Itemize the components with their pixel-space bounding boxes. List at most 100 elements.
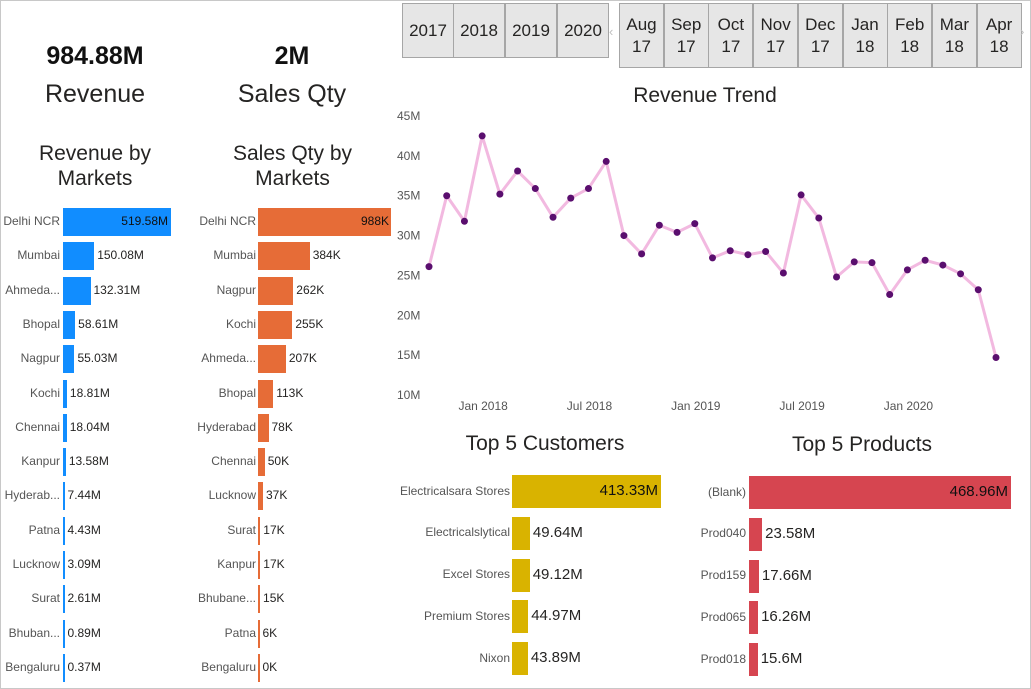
trend-data-point[interactable] (833, 273, 841, 281)
trend-data-point[interactable] (762, 248, 770, 256)
revenue-market-row-bar[interactable] (63, 482, 65, 511)
qty-market-row-bar[interactable] (258, 276, 294, 305)
month-slicer-item[interactable]: Oct 17 (708, 3, 754, 68)
revenue-market-row-bar[interactable] (63, 345, 75, 374)
qty-market-row-bar[interactable] (258, 345, 286, 374)
trend-data-point[interactable] (868, 259, 876, 267)
trend-data-point[interactable] (531, 185, 539, 193)
product-row-bar[interactable] (749, 643, 758, 677)
trend-data-point[interactable] (602, 157, 610, 165)
month-slicer-year: 17 (810, 36, 830, 56)
customer-row-bar[interactable] (512, 600, 529, 634)
revenue-market-row-bar[interactable] (63, 379, 67, 408)
revenue-market-row-label: Delhi NCR (3, 214, 60, 228)
revenue-market-row-bar[interactable] (63, 310, 76, 339)
month-slicer-item[interactable]: Feb 18 (887, 3, 933, 68)
trend-data-point[interactable] (673, 228, 681, 236)
slicer-scroll-left-icon[interactable]: ‹ (609, 24, 614, 39)
revenue-market-row-bar[interactable] (63, 413, 67, 442)
qty-market-row-bar[interactable] (258, 310, 293, 339)
trend-data-point[interactable] (974, 286, 982, 294)
trend-data-point[interactable] (460, 217, 468, 225)
trend-data-point[interactable] (620, 232, 628, 240)
month-slicer-item[interactable]: Apr 18 (976, 3, 1022, 68)
revenue-market-row-value: 7.44M (67, 488, 101, 503)
product-row-bar[interactable] (749, 517, 763, 551)
revenue-market-row-bar[interactable] (63, 448, 66, 477)
trend-data-point[interactable] (903, 266, 911, 274)
qty-market-row-bar[interactable] (258, 242, 310, 271)
month-slicer-item[interactable]: Dec 17 (797, 3, 843, 68)
qty-market-row-bar[interactable] (258, 448, 265, 477)
month-slicer-item[interactable]: Sep 17 (663, 3, 709, 68)
qty-market-row-bar[interactable] (258, 551, 261, 579)
trend-data-point[interactable] (478, 132, 486, 140)
revenue-market-row-bar[interactable] (63, 516, 65, 545)
qty-market-row-bar[interactable] (258, 413, 269, 442)
trend-data-point[interactable] (886, 291, 894, 299)
trend-data-point[interactable] (850, 258, 858, 266)
qty-market-row-bar[interactable] (258, 653, 260, 682)
revenue-market-row-bar[interactable] (63, 208, 171, 236)
qty-market-row-bar[interactable] (258, 585, 261, 614)
trend-data-point[interactable] (726, 247, 734, 255)
revenue-market-row-bar[interactable] (63, 619, 65, 648)
trend-data-point[interactable] (709, 254, 716, 262)
month-slicer-item[interactable]: Jan 18 (842, 3, 888, 68)
trend-data-point[interactable] (815, 214, 823, 222)
month-slicer-item[interactable]: Mar 18 (931, 3, 977, 68)
month-slicer-month: Feb (895, 14, 925, 34)
slicer-scroll-right-icon[interactable]: › (1020, 24, 1025, 39)
trend-data-point[interactable] (921, 256, 929, 264)
product-row-value: 16.26M (761, 608, 812, 626)
customer-row-label: Electricalsara Stores (399, 483, 510, 498)
year-slicer-item[interactable]: 2018 (453, 3, 505, 58)
month-slicer-year: 18 (989, 36, 1009, 56)
qty-market-row-bar[interactable] (258, 379, 274, 408)
trend-data-point[interactable] (514, 167, 522, 175)
customer-row-label: Premium Stores (423, 608, 510, 623)
month-slicer-item[interactable]: Nov 17 (753, 3, 799, 68)
trend-data-point[interactable] (443, 192, 451, 200)
qty-market-row-value: 255K (295, 316, 324, 331)
month-slicer-item[interactable]: Aug 17 (619, 3, 664, 68)
qty-market-row-bar[interactable] (258, 482, 263, 511)
trend-data-point[interactable] (425, 263, 433, 271)
revenue-market-row-bar[interactable] (63, 551, 65, 579)
customer-row-bar[interactable] (512, 475, 661, 508)
trend-data-point[interactable] (992, 354, 1000, 362)
product-row-bar[interactable] (749, 476, 1011, 509)
revenue-market-row-label: Ahmeda... (5, 282, 60, 297)
qty-market-row-bar[interactable] (258, 516, 261, 545)
trend-data-point[interactable] (744, 251, 752, 259)
trend-data-point[interactable] (957, 270, 965, 278)
trend-data-point[interactable] (797, 191, 805, 199)
trend-data-point[interactable] (638, 250, 646, 258)
trend-data-point[interactable] (567, 194, 575, 202)
revenue-market-row-bar[interactable] (63, 242, 95, 271)
revenue-market-row-bar[interactable] (63, 276, 91, 305)
trend-x-tick-label: Jul 2018 (567, 399, 613, 410)
qty-market-row-bar[interactable] (258, 208, 391, 236)
revenue-market-row-bar[interactable] (63, 653, 65, 682)
trend-data-point[interactable] (584, 185, 592, 193)
year-slicer-item[interactable]: 2020 (557, 3, 609, 58)
trend-x-tick-label: Jan 2020 (884, 399, 934, 410)
revenue-market-row-value: 58.61M (78, 316, 119, 331)
customer-row-bar[interactable] (512, 516, 530, 550)
year-slicer-item[interactable]: 2017 (402, 3, 454, 58)
customer-row-value: 413.33M (599, 482, 658, 499)
trend-data-point[interactable] (496, 190, 504, 198)
trend-data-point[interactable] (779, 269, 787, 277)
product-row-bar[interactable] (749, 601, 759, 635)
trend-data-point[interactable] (691, 220, 699, 228)
qty-market-row-bar[interactable] (258, 619, 260, 648)
customer-row-bar[interactable] (512, 642, 528, 676)
revenue-market-row-bar[interactable] (63, 585, 65, 614)
trend-data-point[interactable] (655, 221, 663, 229)
trend-data-point[interactable] (549, 213, 557, 221)
trend-data-point[interactable] (939, 261, 947, 269)
year-slicer-item[interactable]: 2019 (505, 3, 557, 58)
product-row-bar[interactable] (749, 559, 759, 593)
customer-row-bar[interactable] (512, 558, 530, 592)
